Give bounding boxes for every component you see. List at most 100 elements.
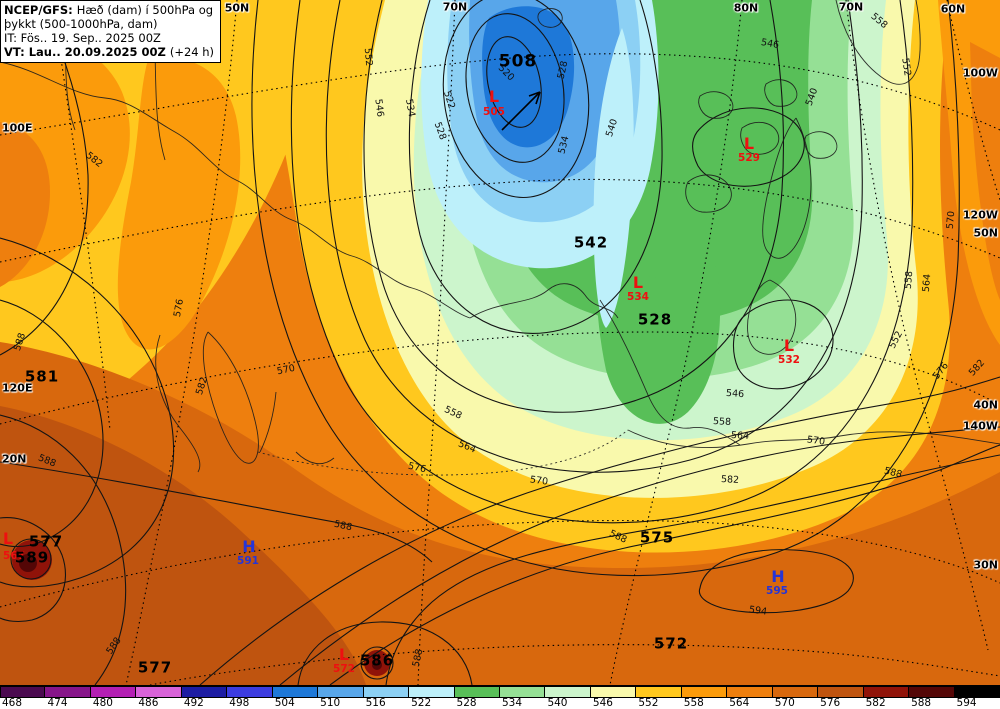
colorbar-value: 540 bbox=[547, 697, 568, 709]
colorbar-swatch bbox=[636, 686, 682, 698]
contour-label: 546 bbox=[372, 98, 385, 117]
colorbar-value: 570 bbox=[774, 697, 795, 709]
contour-label: 534 bbox=[403, 98, 417, 118]
height-contour-layer bbox=[0, 0, 1000, 685]
contour-label: 588 bbox=[411, 648, 426, 668]
colorbar-swatch bbox=[318, 686, 364, 698]
thickness-colorbar: 468 474 480 486 492 498 504 510 516 522 … bbox=[0, 685, 1000, 709]
colorbar-swatch bbox=[409, 686, 455, 698]
contour-label: 576 bbox=[172, 298, 186, 318]
colorbar-swatch bbox=[0, 686, 46, 698]
contour-label: 582 bbox=[721, 474, 740, 486]
colorbar-value: 486 bbox=[138, 697, 159, 709]
contour-label: 576 bbox=[407, 461, 427, 476]
colorbar-value: 558 bbox=[683, 697, 704, 709]
contour-label: 570 bbox=[529, 474, 548, 487]
colorbar-swatch bbox=[954, 686, 1000, 698]
product-name: NCEP/GFS: bbox=[4, 3, 73, 17]
colorbar-cell: 540 bbox=[545, 686, 591, 709]
colorbar-swatch bbox=[909, 686, 955, 698]
colorbar-value: 552 bbox=[638, 697, 659, 709]
colorbar-swatch bbox=[363, 686, 410, 698]
contour-label: 528 bbox=[556, 60, 571, 80]
contour-label: 594 bbox=[748, 604, 767, 617]
colorbar-swatch bbox=[590, 686, 637, 698]
colorbar-value: 546 bbox=[592, 697, 613, 709]
contour-labels: 582 588 588 588 552 546 534 522 528 520 … bbox=[12, 11, 987, 668]
colorbar-cell: 534 bbox=[499, 686, 546, 709]
colorbar-value: 564 bbox=[729, 697, 750, 709]
contour-label: 546 bbox=[760, 37, 780, 51]
coastline-layer bbox=[0, 0, 1000, 476]
colorbar-cell: 528 bbox=[454, 686, 500, 709]
colorbar-cell: 570 bbox=[772, 686, 819, 709]
colorbar-swatch bbox=[45, 686, 91, 698]
colorbar-value: 468 bbox=[2, 697, 23, 709]
colorbar-value: 516 bbox=[365, 697, 386, 709]
contour-label: 558 bbox=[903, 270, 916, 289]
colorbar-value: 480 bbox=[92, 697, 113, 709]
contour-label: 552 bbox=[362, 47, 375, 66]
colorbar-value: 534 bbox=[501, 697, 523, 709]
contour-label: 534 bbox=[556, 135, 571, 155]
colorbar-value: 504 bbox=[274, 697, 295, 709]
contour-label: 564 bbox=[921, 273, 934, 292]
colorbar-value: 522 bbox=[411, 697, 432, 709]
colorbar-value: 582 bbox=[865, 697, 886, 709]
title-line-1: NCEP/GFS: Hæð (dam) í 500hPa og bbox=[4, 3, 214, 17]
contour-label: 522 bbox=[441, 90, 457, 111]
colorbar-swatch bbox=[727, 686, 773, 698]
colorbar-swatch bbox=[681, 686, 728, 698]
contour-label: 558 bbox=[713, 416, 732, 428]
contour-label: 546 bbox=[726, 388, 745, 400]
contour-label: 588 bbox=[883, 465, 903, 480]
colorbar-cell: 546 bbox=[590, 686, 637, 709]
colorbar-value: 588 bbox=[911, 697, 932, 709]
colorbar-cell: 498 bbox=[227, 686, 273, 709]
colorbar-swatch bbox=[90, 686, 137, 698]
colorbar-cell: 522 bbox=[409, 686, 455, 709]
contour-label: 588 bbox=[12, 332, 28, 353]
wind-arrow bbox=[501, 91, 541, 131]
valid-time-bold: VT: Lau.. 20.09.2025 00Z bbox=[4, 45, 166, 60]
colorbar-swatch bbox=[136, 686, 182, 698]
colorbar-cell: 492 bbox=[181, 686, 228, 709]
contour-label: 570 bbox=[806, 434, 825, 447]
colorbar-swatch bbox=[272, 686, 319, 698]
colorbar-cell: 474 bbox=[45, 686, 91, 709]
colorbar-cell: 510 bbox=[318, 686, 364, 709]
contour-label: 552 bbox=[899, 57, 912, 76]
contour-label: 564 bbox=[731, 430, 750, 442]
map-image: 582 588 588 588 552 546 534 522 528 520 … bbox=[0, 0, 1000, 685]
thickness-fill-layer bbox=[0, 0, 1000, 685]
colorbar-cell: 582 bbox=[863, 686, 910, 709]
title-line-2: þykkt (500-1000hPa, dam) bbox=[4, 17, 214, 31]
colorbar-swatch bbox=[863, 686, 910, 698]
contour-label: 588 bbox=[333, 519, 353, 534]
title-parameter: Hæð (dam) í 500hPa og bbox=[76, 3, 214, 17]
colorbar-swatch bbox=[227, 686, 273, 698]
colorbar-value: 576 bbox=[820, 697, 841, 709]
graticule-layer bbox=[0, 0, 1000, 685]
colorbar-cell: 552 bbox=[636, 686, 682, 709]
colorbar-swatch bbox=[545, 686, 591, 698]
colorbar-cell: 558 bbox=[681, 686, 728, 709]
lead-time: (+24 h) bbox=[169, 45, 215, 60]
colorbar-swatch bbox=[454, 686, 500, 698]
valid-time: VT: Lau.. 20.09.2025 00Z (+24 h) bbox=[4, 45, 214, 59]
title-box: NCEP/GFS: Hæð (dam) í 500hPa og þykkt (50… bbox=[0, 0, 222, 64]
colorbar-cell: 486 bbox=[136, 686, 182, 709]
colorbar-cell: 576 bbox=[818, 686, 864, 709]
colorbar-swatch bbox=[181, 686, 228, 698]
colorbar-value: 528 bbox=[456, 697, 477, 709]
map-canvas: 582 588 588 588 552 546 534 522 528 520 … bbox=[0, 0, 1000, 685]
colorbar-cell: 516 bbox=[363, 686, 410, 709]
contour-label: 570 bbox=[945, 210, 958, 229]
init-time: IT: Fös.. 19. Sep.. 2025 00Z bbox=[4, 31, 161, 46]
contour-label: 540 bbox=[604, 118, 620, 139]
title-parameter-2: þykkt (500-1000hPa, dam) bbox=[4, 17, 158, 32]
colorbar-swatch bbox=[772, 686, 819, 698]
colorbar-value: 492 bbox=[183, 697, 204, 709]
colorbar-swatch bbox=[499, 686, 546, 698]
